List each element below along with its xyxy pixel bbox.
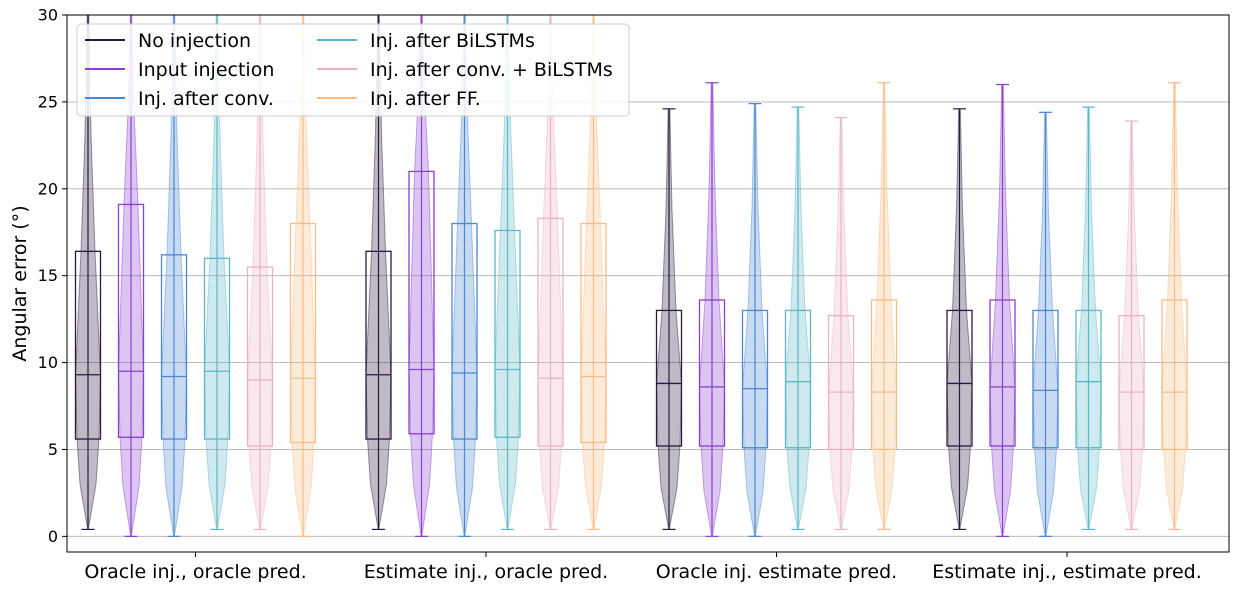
y-tick-label: 5 [48, 440, 58, 459]
box [784, 309, 812, 449]
box [698, 299, 726, 447]
y-tick-label: 20 [38, 179, 58, 198]
box [203, 257, 231, 440]
legend-entry: No injection [138, 30, 251, 52]
box [160, 254, 188, 440]
x-category-label: Estimate inj., estimate pred. [932, 561, 1202, 583]
box [655, 309, 683, 447]
plot-frame [66, 14, 1230, 553]
box [989, 299, 1016, 447]
y-tick-label: 25 [38, 92, 58, 111]
legend-entry: Inj. after FF. [370, 88, 481, 110]
box [870, 299, 898, 451]
legend-entry: Input injection [138, 59, 274, 81]
box [537, 217, 564, 447]
legend-entry: Inj. after BiLSTMs [370, 30, 535, 52]
box [494, 229, 521, 438]
box [1161, 299, 1188, 451]
box [365, 250, 392, 440]
box [741, 309, 769, 449]
box [408, 170, 435, 435]
box [74, 250, 102, 440]
y-axis-label: Angular error (°) [9, 205, 31, 361]
x-category-label: Oracle inj. estimate pred. [656, 561, 897, 583]
x-category-label: Oracle inj., oracle pred. [84, 561, 306, 583]
legend-entry: Inj. after conv. [138, 88, 274, 110]
box [827, 315, 855, 451]
x-category-label: Estimate inj., oracle pred. [364, 561, 608, 583]
box [580, 222, 607, 444]
box [117, 203, 145, 438]
box [246, 266, 274, 447]
legend-entry: Inj. after conv. + BiLSTMs [370, 59, 613, 81]
box [451, 222, 478, 440]
axes: 0 5 10 15 20 25 30 Oracle inj., oracle pred. Est… [38, 6, 1230, 583]
legend: No injection Input injection Inj. after co… [76, 23, 630, 117]
box [1032, 309, 1059, 449]
box [1075, 309, 1102, 449]
y-tick-label: 30 [38, 6, 58, 25]
y-tick-label: 0 [48, 527, 58, 546]
y-tick-label: 15 [38, 266, 58, 285]
y-tick-label: 10 [38, 353, 58, 372]
box [289, 222, 317, 444]
box [946, 309, 973, 447]
box [1118, 315, 1145, 451]
